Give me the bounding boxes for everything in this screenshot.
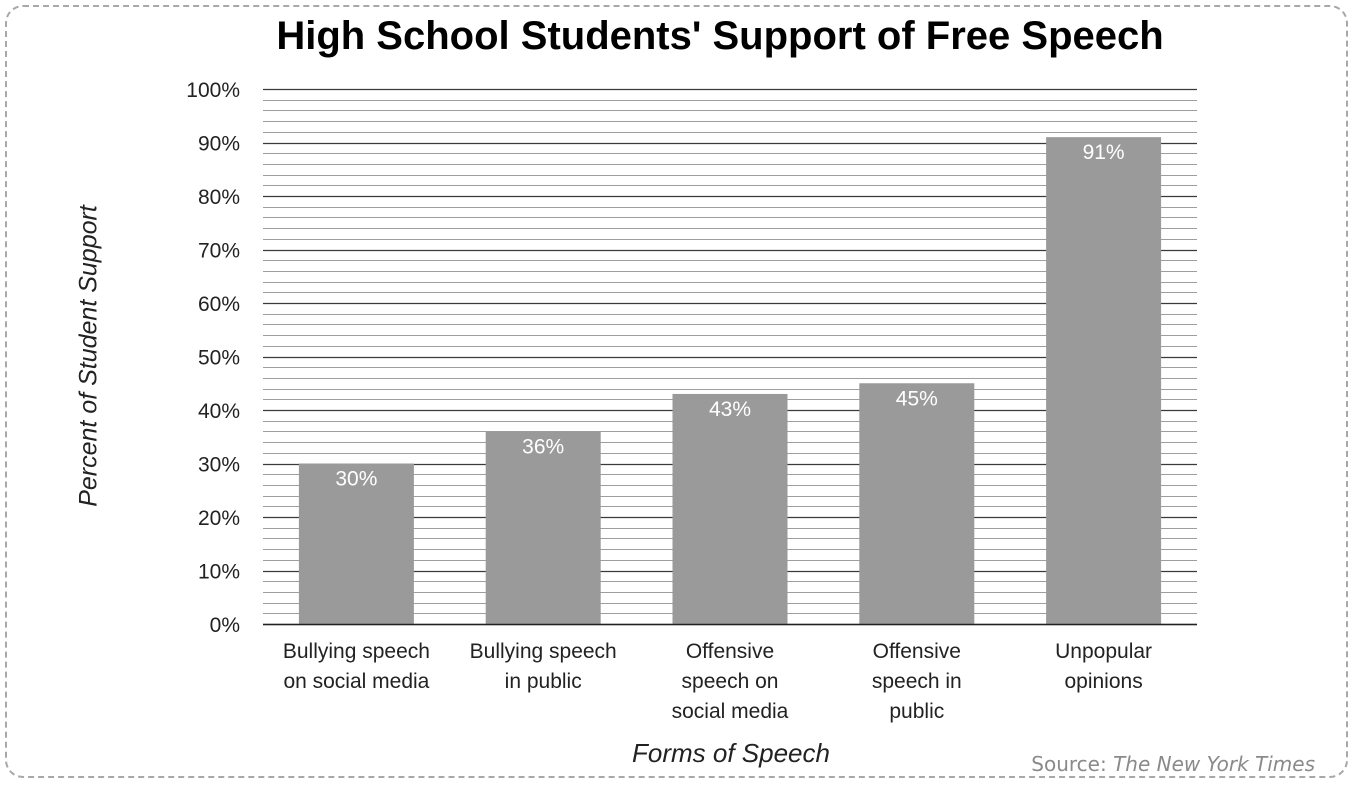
- y-tick-label: 100%: [186, 79, 240, 102]
- bar-value-label: 43%: [709, 398, 751, 421]
- y-tick-label: 70%: [198, 240, 240, 263]
- source-credit: Source: The New York Times: [1031, 752, 1315, 776]
- bar: [1046, 137, 1162, 624]
- bar-value-label: 30%: [335, 468, 377, 491]
- x-category-label: speech on: [682, 670, 779, 693]
- x-category-label: speech in: [872, 670, 962, 693]
- x-category-label: Offensive: [873, 640, 961, 663]
- x-category-label: on social media: [283, 670, 429, 693]
- x-category-label: Unpopular: [1055, 640, 1152, 663]
- y-tick-label: 0%: [210, 614, 240, 637]
- y-tick-label: 20%: [198, 507, 240, 530]
- bar-value-label: 45%: [896, 387, 938, 410]
- bar: [672, 393, 788, 624]
- x-category-label: social media: [672, 700, 789, 723]
- x-category-label: Offensive: [686, 640, 774, 663]
- y-tick-label: 50%: [198, 347, 240, 370]
- x-category-label: public: [889, 700, 944, 723]
- bar: [298, 463, 414, 624]
- y-tick-label: 80%: [198, 186, 240, 209]
- bar-value-label: 91%: [1083, 141, 1125, 164]
- x-category-label: Bullying speech: [283, 640, 430, 663]
- x-category-label: opinions: [1064, 670, 1142, 693]
- source-prefix: Source:: [1031, 752, 1114, 776]
- y-tick-label: 90%: [198, 133, 240, 156]
- bar-value-label: 36%: [522, 435, 564, 458]
- x-category-label: in public: [505, 670, 582, 693]
- source-name: The New York Times: [1113, 752, 1315, 776]
- chart-title: High School Students' Support of Free Sp…: [276, 14, 1164, 58]
- x-axis-title: Forms of Speech: [632, 738, 830, 768]
- y-tick-label: 60%: [198, 293, 240, 316]
- y-tick-label: 40%: [198, 400, 240, 423]
- x-category-label: Bullying speech: [470, 640, 617, 663]
- bar: [859, 383, 975, 624]
- y-tick-label: 10%: [198, 561, 240, 584]
- bar: [485, 431, 601, 624]
- y-tick-label: 30%: [198, 454, 240, 477]
